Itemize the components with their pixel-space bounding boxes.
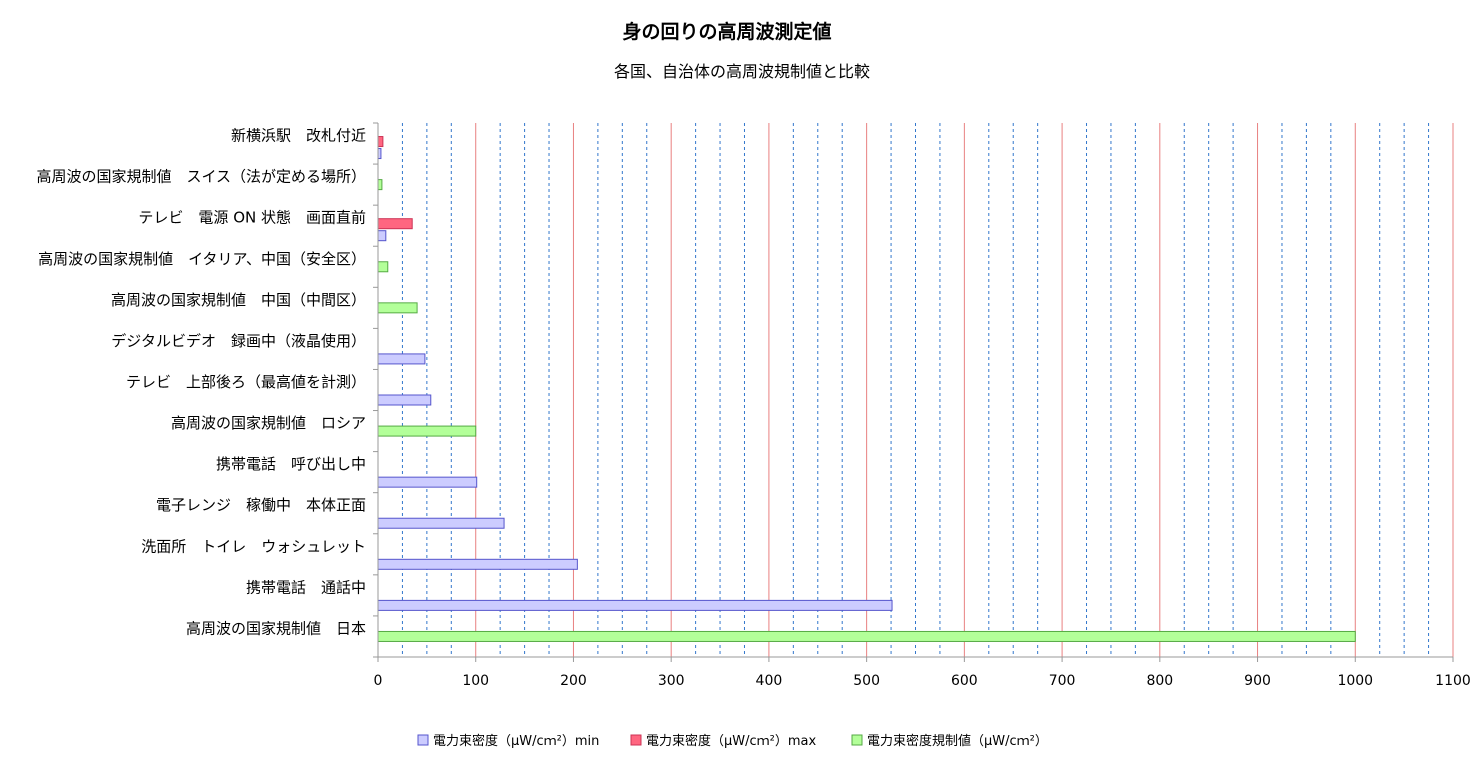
x-tick-label: 900 — [1244, 673, 1271, 689]
category-label: 高周波の国家規制値 ロシア — [171, 414, 366, 432]
bars — [377, 136, 1356, 642]
category-label: テレビ 電源 ON 状態 画面直前 — [138, 209, 366, 227]
bar-limit — [377, 425, 477, 437]
category-label: 高周波の国家規制値 スイス（法が定める場所） — [36, 168, 366, 186]
category-label: デジタルビデオ 録画中（液晶使用） — [111, 332, 366, 350]
bar-limit — [377, 630, 1356, 642]
x-tick-label: 400 — [756, 673, 783, 689]
bar-limit — [377, 261, 389, 273]
x-tick-label: 200 — [560, 673, 587, 689]
bar-min — [377, 599, 893, 611]
x-tick-label: 700 — [1049, 673, 1076, 689]
legend-swatch — [417, 734, 429, 746]
bar-min — [377, 230, 387, 242]
x-tick-label: 0 — [374, 673, 383, 689]
bar-max — [377, 136, 384, 148]
chart-subtitle: 各国、自治体の高周波規制値と比較 — [614, 62, 870, 81]
axes — [373, 122, 1454, 662]
category-label: 高周波の国家規制値 イタリア、中国（安全区） — [38, 250, 366, 268]
category-label: テレビ 上部後ろ（最高値を計測） — [126, 373, 366, 391]
category-label: 高周波の国家規制値 中国（中間区） — [111, 291, 366, 309]
bar-min — [377, 394, 432, 406]
x-tick-label: 600 — [951, 673, 978, 689]
legend-swatch — [630, 734, 642, 746]
bar-limit — [377, 302, 418, 314]
x-tick-label: 500 — [853, 673, 880, 689]
category-label: 洗面所 トイレ ウォシュレット — [141, 537, 366, 555]
category-label: 高周波の国家規制値 日本 — [186, 619, 366, 637]
x-tick-label: 1100 — [1435, 673, 1471, 689]
x-tick-label: 800 — [1146, 673, 1173, 689]
chart-title: 身の回りの高周波測定値 — [622, 20, 831, 43]
category-label: 新横浜駅 改札付近 — [231, 127, 366, 145]
bar-min — [377, 517, 505, 529]
bar-min — [377, 476, 478, 488]
bar-limit — [377, 179, 383, 191]
category-label: 電子レンジ 稼働中 本体正面 — [156, 496, 366, 514]
legend-label: 電力束密度（μW/cｍ²）max — [646, 733, 816, 749]
bar-min — [377, 558, 578, 570]
x-tick-label: 100 — [462, 673, 489, 689]
bar-min — [377, 353, 426, 365]
x-tick-label: 1000 — [1337, 673, 1373, 689]
legend-swatch — [851, 734, 863, 746]
x-tick-label: 300 — [658, 673, 685, 689]
legend-label: 電力束密度規制値（μW/cｍ²） — [867, 733, 1048, 749]
gridlines — [401, 123, 1454, 657]
legend-label: 電力束密度（μW/cｍ²）min — [433, 733, 599, 749]
legend: 電力束密度（μW/cｍ²）min 電力束密度（μW/cｍ²）max 電力束密度規制値… — [417, 733, 1048, 749]
bar-max — [377, 218, 413, 230]
category-label: 携帯電話 呼び出し中 — [216, 455, 366, 473]
x-tick-labels: 0 100 200 300 400 500 600 700 800 900 1000 1100 — [374, 673, 1471, 689]
category-label: 携帯電話 通話中 — [246, 578, 366, 596]
